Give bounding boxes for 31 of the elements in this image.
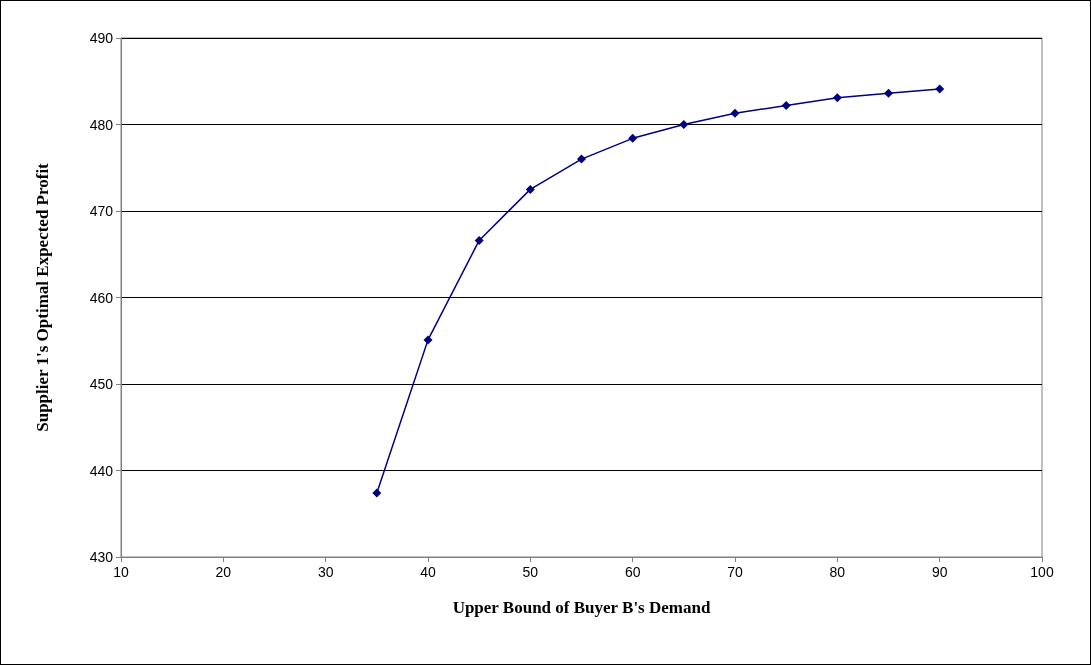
- y-tick-label: 480: [89, 116, 114, 133]
- x-tick-label: 50: [522, 564, 539, 580]
- y-axis-title: Supplier 1's Optimal Expected Profit: [33, 162, 52, 432]
- point: [781, 100, 791, 110]
- x-tick-label: 90: [931, 564, 948, 580]
- x-tick-label: 70: [727, 564, 743, 580]
- point: [423, 335, 433, 345]
- point: [832, 93, 842, 103]
- x-axis-title: Upper Bound of Buyer B's Demand: [452, 598, 711, 617]
- x-tick-label: 40: [420, 564, 436, 580]
- y-tick-label: 430: [89, 549, 114, 565]
- y-tick-label: 470: [89, 203, 114, 219]
- point: [525, 184, 535, 194]
- point: [730, 108, 740, 118]
- point: [884, 88, 893, 98]
- x-tick-label: 10: [113, 564, 129, 580]
- x-tick-label: 100: [1030, 564, 1054, 580]
- x-tick-label: 80: [829, 564, 846, 580]
- point: [679, 120, 689, 129]
- point: [935, 84, 945, 94]
- y-tick-label: 450: [89, 376, 114, 392]
- y-tick-label: 460: [89, 289, 114, 306]
- y-tick-label: 490: [89, 30, 114, 46]
- point: [628, 133, 638, 143]
- point: [372, 488, 382, 498]
- x-tick-label: 20: [215, 564, 232, 580]
- y-tick-label: 440: [89, 462, 114, 479]
- point: [474, 235, 484, 245]
- x-tick-label: 60: [624, 564, 641, 580]
- point: [577, 154, 586, 164]
- x-tick-label: 30: [317, 564, 334, 580]
